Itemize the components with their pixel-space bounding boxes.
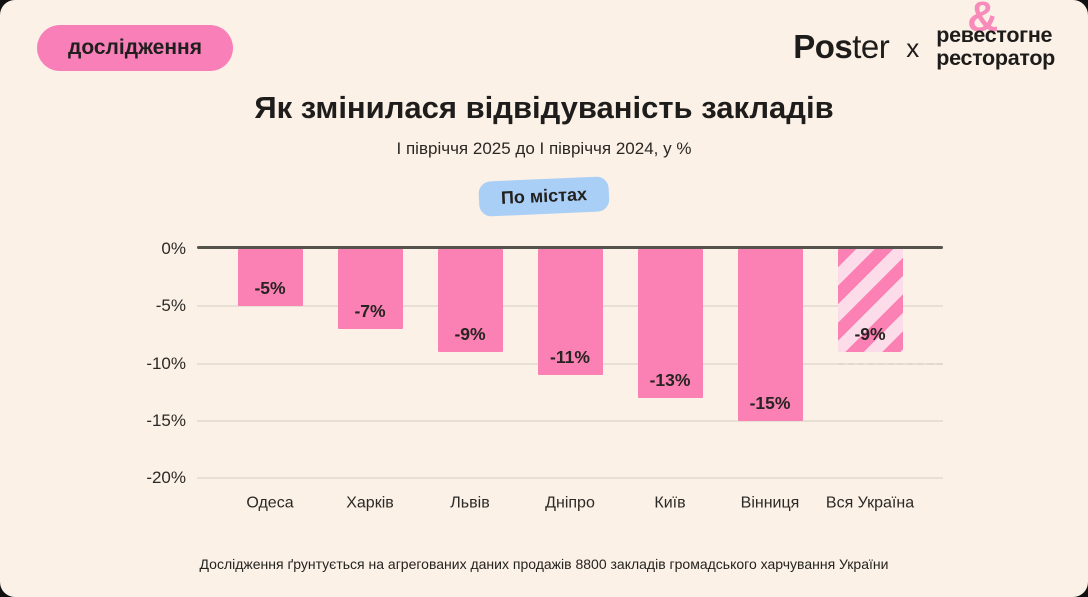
bar-Вся Україна: -9%	[837, 249, 903, 352]
bar-Львів: -9%	[437, 249, 503, 352]
partner-logo: & ревестогне ресторатор	[936, 0, 1055, 70]
category-label: Дніпро	[545, 494, 595, 512]
bar-Вінниця: -15%	[737, 249, 803, 421]
category-label: Вся Україна	[825, 494, 915, 512]
y-tick-label: -20%	[146, 468, 186, 487]
y-tick-label: 0%	[161, 239, 186, 258]
collab-x: x	[906, 32, 920, 63]
bar-value-label: -11%	[550, 347, 590, 367]
category-label: Харків	[346, 494, 394, 512]
category-label: Одеса	[246, 494, 294, 512]
research-badge-label: дослідження	[68, 36, 202, 59]
bar-Дніпро: -11%	[537, 249, 603, 375]
page-subtitle: І півріччя 2025 до І півріччя 2024, у %	[396, 139, 692, 158]
y-gridline	[197, 477, 943, 479]
category-label: Київ	[654, 494, 686, 512]
research-badge: дослідження	[37, 25, 233, 71]
category-label: Вінниця	[740, 494, 800, 512]
bar-Київ: -13%	[637, 249, 703, 398]
dashed-gridline-segment	[838, 362, 943, 365]
y-gridline	[197, 419, 943, 422]
bar-value-label: -9%	[454, 324, 486, 344]
page-title: Як змінилася відвідуваність закладів	[254, 90, 834, 125]
category-label: Львів	[450, 494, 490, 512]
bar-Одеса: -5%	[237, 249, 303, 306]
partner-logo-line2: ресторатор	[936, 46, 1055, 70]
bar-value-label: -7%	[354, 301, 386, 321]
bar-value-label: -5%	[254, 278, 286, 298]
poster-logo-bold: Pos	[793, 28, 853, 65]
bar-value-label: -9%	[854, 324, 886, 344]
y-tick-label: -5%	[155, 296, 186, 316]
poster-logo: Poster	[793, 28, 890, 66]
y-tick-label: -15%	[146, 410, 186, 430]
zero-axis-line	[197, 246, 943, 249]
partner-logo-line1: ревестогне	[936, 23, 1053, 47]
bar-value-label: -15%	[749, 393, 791, 413]
poster-logo-light: ter	[852, 28, 890, 65]
logo-row: Poster x & ревестогне ресторатор	[793, 0, 1055, 70]
y-tick-label: -10%	[146, 353, 186, 373]
footnote: Дослідження ґрунтується на агрегованих д…	[199, 556, 889, 572]
bar-Харків: -7%	[337, 249, 403, 329]
bar-value-label: -13%	[649, 370, 691, 390]
